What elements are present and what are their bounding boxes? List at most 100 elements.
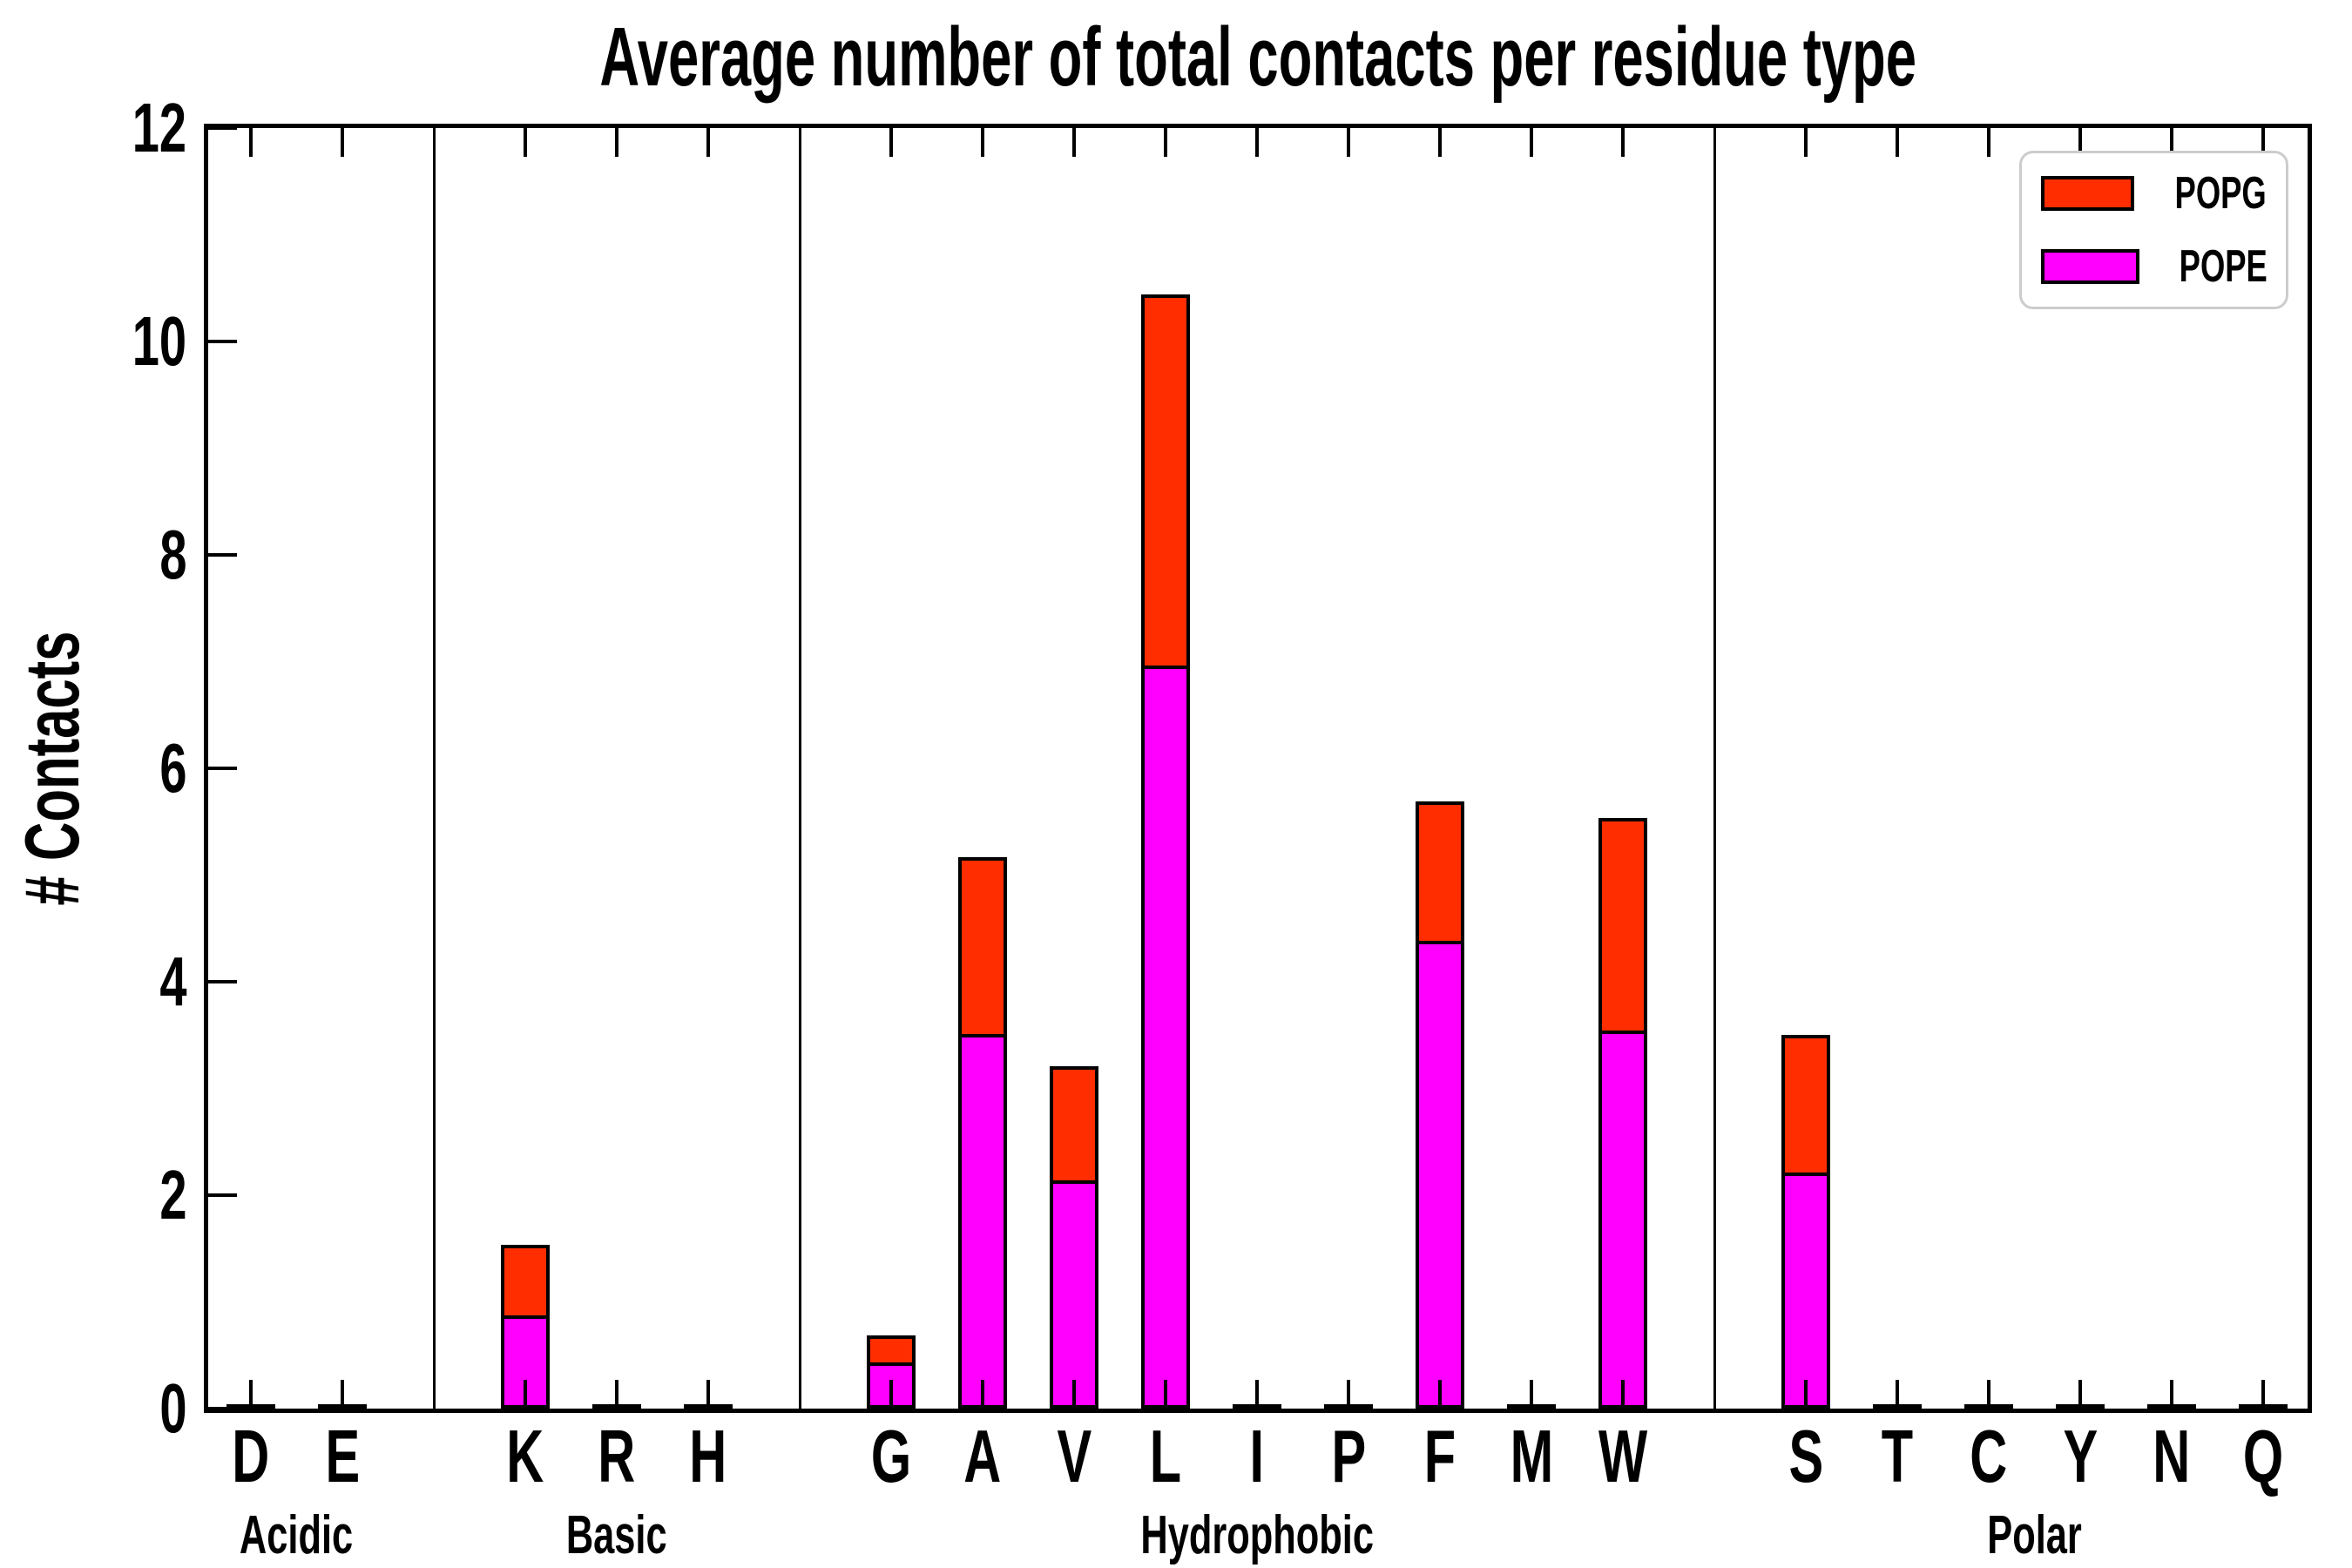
legend-swatch-pope bbox=[2041, 249, 2139, 284]
x-tick-bottom-H bbox=[706, 1380, 710, 1409]
x-tick-bottom-D bbox=[249, 1380, 253, 1409]
bar-F-popg bbox=[1416, 801, 1464, 941]
residue-label-Y: Y bbox=[2063, 1416, 2098, 1498]
residue-label-W: W bbox=[1598, 1416, 1648, 1498]
residue-label-Q: Q bbox=[2242, 1416, 2284, 1498]
y-tick-10 bbox=[208, 340, 237, 343]
x-tick-bottom-G bbox=[889, 1380, 893, 1409]
x-tick-bottom-W bbox=[1621, 1380, 1625, 1409]
x-tick-top-G bbox=[889, 128, 893, 157]
x-tick-bottom-K bbox=[524, 1380, 527, 1409]
bar-K-popg bbox=[501, 1245, 550, 1315]
residue-label-F: F bbox=[1423, 1416, 1456, 1498]
chart-title: Average number of total contacts per res… bbox=[204, 12, 2312, 103]
x-tick-bottom-P bbox=[1347, 1380, 1350, 1409]
y-tick-label-10: 10 bbox=[132, 302, 186, 380]
bar-S-popg bbox=[1781, 1035, 1830, 1173]
group-label-basic: Basic bbox=[566, 1505, 667, 1565]
legend: POPG POPE bbox=[2019, 151, 2288, 309]
bar-S-pope bbox=[1781, 1173, 1830, 1409]
bar-G-popg bbox=[867, 1335, 916, 1362]
legend-label-pope: POPE bbox=[2179, 241, 2268, 292]
residue-label-N: N bbox=[2153, 1416, 2191, 1498]
bar-W-popg bbox=[1598, 818, 1647, 1031]
bar-L-popg bbox=[1141, 294, 1190, 666]
bar-V-pope bbox=[1050, 1180, 1098, 1409]
bar-A-pope bbox=[958, 1034, 1007, 1409]
y-tick-label-4: 4 bbox=[159, 943, 186, 1020]
y-tick-label-2: 2 bbox=[159, 1156, 186, 1233]
x-tick-bottom-F bbox=[1438, 1380, 1442, 1409]
residue-label-R: R bbox=[598, 1416, 636, 1498]
residue-label-A: A bbox=[963, 1416, 1002, 1498]
x-tick-bottom-C bbox=[1987, 1380, 1990, 1409]
x-tick-top-E bbox=[341, 128, 344, 157]
residue-label-M: M bbox=[1510, 1416, 1553, 1498]
residue-label-P: P bbox=[1331, 1416, 1366, 1498]
x-tick-bottom-M bbox=[1530, 1380, 1533, 1409]
x-tick-top-F bbox=[1438, 128, 1442, 157]
x-tick-bottom-S bbox=[1804, 1380, 1808, 1409]
x-tick-top-Q bbox=[2261, 128, 2265, 157]
y-tick-0 bbox=[208, 1407, 237, 1410]
y-tick-label-6: 6 bbox=[159, 729, 186, 807]
x-tick-bottom-A bbox=[981, 1380, 984, 1409]
legend-entry-popg: POPG bbox=[2041, 168, 2286, 219]
y-tick-4 bbox=[208, 980, 237, 983]
x-tick-bottom-T bbox=[1896, 1380, 1899, 1409]
x-tick-top-N bbox=[2170, 128, 2173, 157]
x-tick-top-D bbox=[249, 128, 253, 157]
x-tick-bottom-I bbox=[1255, 1380, 1259, 1409]
bar-V-popg bbox=[1050, 1066, 1098, 1180]
bar-L-pope bbox=[1141, 666, 1190, 1409]
bar-A-popg bbox=[958, 857, 1007, 1034]
x-tick-top-W bbox=[1621, 128, 1625, 157]
group-label-hydrophobic: Hydrophobic bbox=[1140, 1505, 1374, 1565]
x-tick-top-M bbox=[1530, 128, 1533, 157]
group-divider bbox=[798, 128, 801, 1409]
chart-title-text: Average number of total contacts per res… bbox=[599, 10, 1916, 104]
group-divider bbox=[1713, 128, 1716, 1409]
x-tick-top-I bbox=[1255, 128, 1259, 157]
x-tick-bottom-E bbox=[341, 1380, 344, 1409]
x-tick-top-V bbox=[1072, 128, 1076, 157]
x-tick-top-T bbox=[1896, 128, 1899, 157]
legend-label-popg: POPG bbox=[2174, 168, 2267, 219]
y-tick-label-0: 0 bbox=[159, 1369, 186, 1447]
x-tick-top-P bbox=[1347, 128, 1350, 157]
x-tick-top-Y bbox=[2078, 128, 2082, 157]
residue-label-D: D bbox=[232, 1416, 270, 1498]
group-divider bbox=[432, 128, 436, 1409]
bar-W-pope bbox=[1598, 1031, 1647, 1409]
residue-label-T: T bbox=[1881, 1416, 1914, 1498]
x-tick-top-H bbox=[706, 128, 710, 157]
y-tick-label-12: 12 bbox=[132, 89, 186, 166]
plot-area bbox=[204, 124, 2312, 1413]
residue-label-E: E bbox=[325, 1416, 360, 1498]
residue-label-V: V bbox=[1057, 1416, 1092, 1498]
y-tick-2 bbox=[208, 1193, 237, 1197]
residue-label-L: L bbox=[1149, 1416, 1182, 1498]
x-tick-top-A bbox=[981, 128, 984, 157]
legend-entry-pope: POPE bbox=[2041, 241, 2286, 292]
bar-F-pope bbox=[1416, 941, 1464, 1409]
residue-label-S: S bbox=[1788, 1416, 1823, 1498]
x-tick-top-C bbox=[1987, 128, 1990, 157]
x-tick-bottom-Y bbox=[2078, 1380, 2082, 1409]
x-tick-top-S bbox=[1804, 128, 1808, 157]
residue-label-C: C bbox=[1970, 1416, 2008, 1498]
x-tick-top-K bbox=[524, 128, 527, 157]
residue-label-H: H bbox=[689, 1416, 727, 1498]
x-tick-top-R bbox=[615, 128, 618, 157]
residue-label-G: G bbox=[870, 1416, 912, 1498]
group-label-acidic: Acidic bbox=[240, 1505, 354, 1565]
x-tick-bottom-L bbox=[1164, 1380, 1167, 1409]
residue-label-K: K bbox=[506, 1416, 544, 1498]
y-tick-label-8: 8 bbox=[159, 516, 186, 593]
y-tick-8 bbox=[208, 553, 237, 557]
group-label-polar: Polar bbox=[1987, 1505, 2082, 1565]
y-tick-12 bbox=[208, 126, 237, 130]
x-tick-top-L bbox=[1164, 128, 1167, 157]
legend-swatch-popg bbox=[2041, 176, 2134, 211]
